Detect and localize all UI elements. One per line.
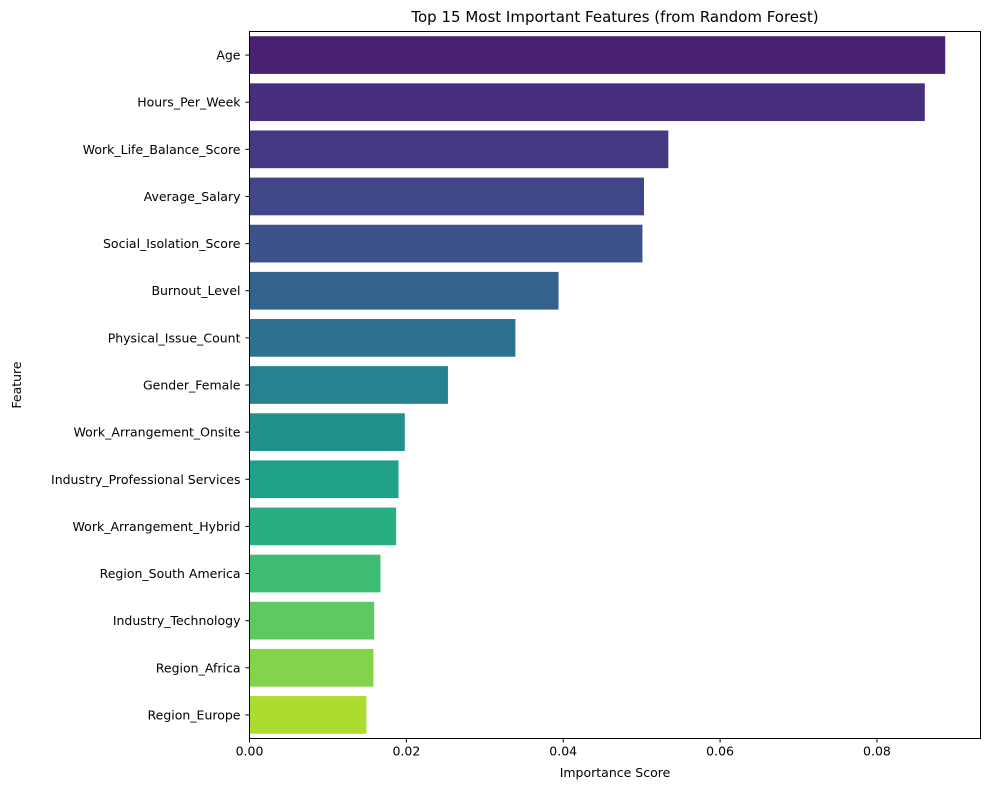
bar-9 (249, 460, 399, 499)
bar-1 (249, 83, 925, 122)
bar-14 (249, 696, 367, 734)
bar-7 (249, 366, 448, 404)
y-axis-label: Feature (9, 361, 24, 409)
bar-5 (249, 271, 559, 310)
bar-12 (249, 601, 375, 640)
y-tick-label-7: Gender_Female (143, 378, 241, 393)
x-axis-label: Importance Score (560, 765, 671, 780)
x-tick-label-0: 0.00 (236, 744, 264, 759)
x-tick-label-1: 0.02 (392, 744, 420, 759)
y-tick-label-4: Social_Isolation_Score (103, 236, 241, 251)
y-tick-label-2: Work_Life_Balance_Score (83, 142, 241, 157)
bar-10 (249, 507, 397, 546)
y-tick-label-11: Region_South America (100, 566, 241, 581)
y-tick-label-13: Region_Africa (156, 660, 241, 675)
x-tick-label-4: 0.08 (863, 744, 891, 759)
y-tick-label-5: Burnout_Level (151, 283, 240, 298)
y-axis-ticks: Age Hours_Per_Week Work_Life_Balance_Score… (51, 48, 250, 722)
bar-13 (249, 648, 374, 687)
y-tick-label-1: Hours_Per_Week (137, 95, 241, 110)
bar-4 (249, 224, 643, 263)
y-tick-label-0: Age (216, 48, 240, 63)
bar-11 (249, 554, 381, 593)
bar-0 (249, 36, 946, 74)
y-tick-label-9: Industry_Professional Services (51, 472, 240, 487)
bar-3 (249, 177, 645, 216)
y-tick-label-8: Work_Arrangement_Onsite (74, 425, 241, 440)
chart-title: Top 15 Most Important Features (from Ran… (410, 8, 818, 26)
x-tick-label-3: 0.06 (706, 744, 734, 759)
x-axis-ticks: 0.00 0.02 0.04 0.06 0.08 (236, 738, 891, 759)
plot-area (249, 36, 946, 734)
y-tick-label-14: Region_Europe (148, 707, 241, 722)
x-tick-label-2: 0.04 (549, 744, 577, 759)
bar-8 (249, 413, 405, 451)
y-tick-label-12: Industry_Technology (113, 613, 241, 628)
y-tick-label-6: Physical_Issue_Count (108, 330, 241, 345)
y-tick-label-3: Average_Salary (144, 189, 241, 204)
bar-6 (249, 319, 516, 357)
bar-2 (249, 130, 669, 169)
y-tick-label-10: Work_Arrangement_Hybrid (73, 519, 241, 534)
